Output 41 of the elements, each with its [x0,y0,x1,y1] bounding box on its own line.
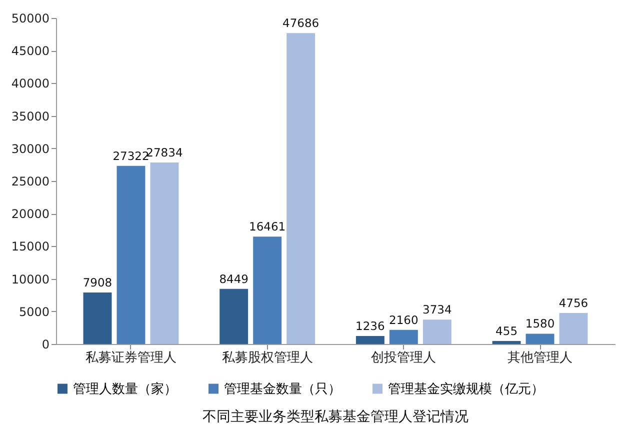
data-label: 4756 [558,296,588,310]
y-tick-label: 10000 [11,272,50,286]
y-tick-label: 0 [42,338,50,352]
y-tick-label: 45000 [11,44,50,58]
legend-label: 管理基金数量（只） [224,382,341,397]
data-label: 16461 [249,220,286,234]
bar [422,320,452,344]
data-label: 8449 [219,272,248,286]
data-label: 7908 [82,275,112,290]
y-tick-label: 35000 [11,109,50,124]
legend-label: 管理基金实缴规模（亿元） [388,382,544,397]
bar [356,336,384,344]
x-tick-label: 私募证券管理人 [85,350,176,366]
bar [220,288,248,344]
bar [150,162,179,344]
text: 不同主要业务类型私募基金管理人登记情况 [202,409,468,425]
bar [253,236,282,344]
data-label: 455 [496,324,518,338]
x-tick-label: 创投管理人 [371,350,436,366]
data-label: 47686 [282,16,320,30]
bar [83,292,112,344]
y-tick-label: 40000 [11,76,50,91]
y-tick-label: 25000 [11,174,50,188]
y-tick-label: 15000 [11,240,50,254]
data-label: 1236 [356,318,385,333]
data-label: 3734 [422,302,452,317]
y-tick-label: 50000 [11,12,50,26]
y-tick-label: 20000 [11,207,50,222]
bar [116,166,146,344]
bar [526,334,554,344]
data-label: 2160 [389,312,418,327]
x-tick-label: 其他管理人 [508,350,573,366]
x-tick-label: 私募股权管理人 [222,350,313,366]
y-tick-label: 5000 [18,304,50,319]
bar [389,330,418,344]
data-label: 1580 [525,316,555,331]
bar [492,341,521,344]
y-tick-label: 30000 [11,142,50,156]
legend-label: 管理人数量（家） [73,380,177,397]
bar [559,312,588,344]
bar [286,33,316,344]
